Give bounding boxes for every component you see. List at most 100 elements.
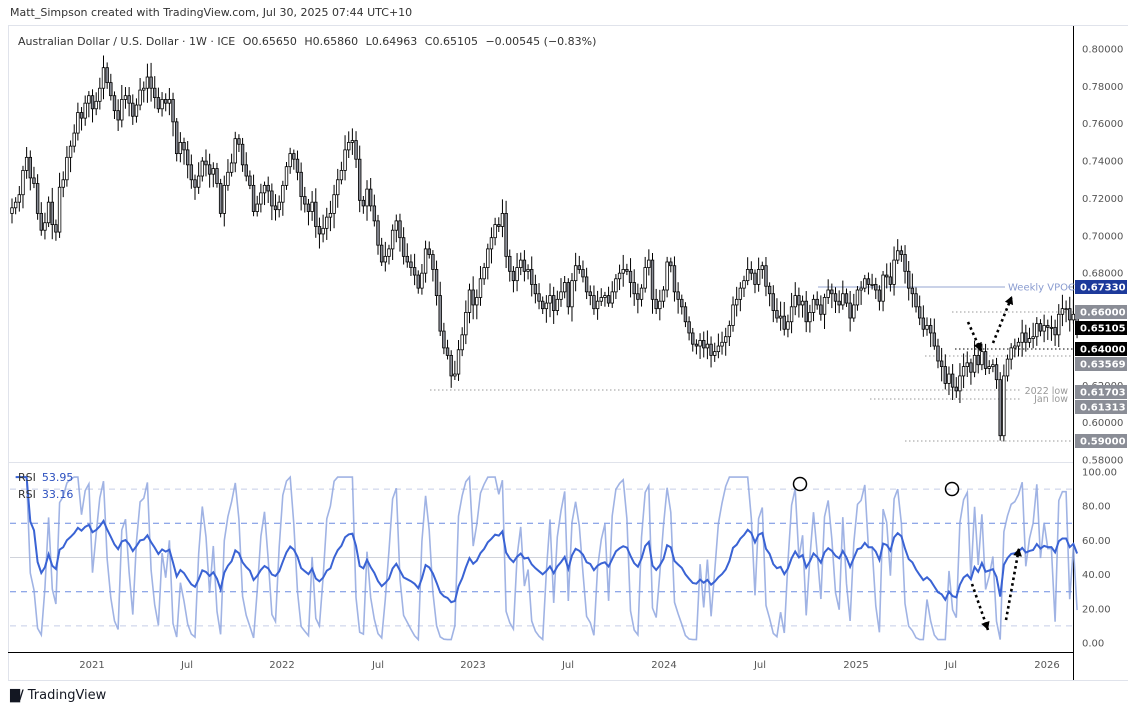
candle-up xyxy=(1020,332,1024,343)
price-tag-0.66000[interactable] xyxy=(1075,305,1127,319)
candle-up xyxy=(277,201,281,211)
candle-down xyxy=(830,289,834,295)
candle-up xyxy=(390,229,395,250)
rsi-value: 53.95 xyxy=(41,471,74,484)
candle-up xyxy=(336,179,340,196)
candle-down xyxy=(683,306,688,323)
price-tag-0.65105[interactable] xyxy=(1075,321,1127,335)
price-tick-label: 0.74000 xyxy=(1082,157,1123,168)
tradingview-footer: ▇∕ TradingView xyxy=(10,688,106,703)
price-tag-text: 0.67330 xyxy=(1080,283,1126,294)
candle-up xyxy=(519,259,523,268)
candle-down xyxy=(174,121,179,155)
ohlc-change: −0.00545 (−0.83%) xyxy=(485,35,597,48)
candle-down xyxy=(215,168,219,184)
candle-down xyxy=(357,158,362,201)
candle-down xyxy=(632,282,636,295)
candle-down xyxy=(193,179,197,188)
candle-up xyxy=(863,278,867,289)
candle-down xyxy=(650,259,655,300)
candle-down xyxy=(541,300,545,310)
time-tick-label: 2024 xyxy=(651,660,676,671)
candle-down xyxy=(837,300,841,306)
price-tag-0.67330[interactable] xyxy=(1075,280,1127,294)
candle-down xyxy=(625,269,629,272)
candle-up xyxy=(13,201,18,209)
rsi-legend-fast[interactable]: RSI 33.16 xyxy=(18,488,73,501)
candle-down xyxy=(185,149,190,166)
symbol-title[interactable]: Australian Dollar / U.S. Dollar · 1W · I… xyxy=(18,35,236,48)
price-tag-0.61703[interactable] xyxy=(1075,385,1127,399)
brand-name: TradingView xyxy=(27,688,107,703)
candle-up xyxy=(489,237,494,250)
candle-down xyxy=(844,293,849,304)
tradingview-logo-icon: ▇∕ xyxy=(10,688,24,703)
price-tag-text: 0.61313 xyxy=(1080,403,1126,414)
candle-down xyxy=(672,265,677,293)
candle-up xyxy=(134,104,139,117)
chart-credit: Matt_Simpson created with TradingView.co… xyxy=(10,6,413,19)
candle-down xyxy=(764,265,768,287)
candle-up xyxy=(800,300,805,306)
candle-up xyxy=(713,351,717,356)
candle-up xyxy=(138,89,142,106)
candle-down xyxy=(295,158,300,173)
overbought-circle-marker xyxy=(792,476,808,492)
price-tag-0.63569[interactable] xyxy=(1075,357,1127,371)
candle-down xyxy=(775,310,779,319)
candle-up xyxy=(211,168,215,175)
candle-up xyxy=(1002,375,1006,437)
candle-down xyxy=(691,332,695,345)
candle-down xyxy=(105,67,109,84)
rsi-tick-label: 80.00 xyxy=(1082,502,1111,513)
candle-down xyxy=(54,224,58,233)
time-tick-label: 2023 xyxy=(460,660,485,671)
candle-up xyxy=(328,212,333,218)
candle-up xyxy=(991,364,995,367)
candle-down xyxy=(1024,332,1028,343)
candle-down xyxy=(877,289,882,302)
candle-up xyxy=(745,269,750,282)
candle-down xyxy=(888,276,893,285)
candle-up xyxy=(555,298,560,311)
candle-up xyxy=(478,278,483,298)
candle-up xyxy=(343,149,347,171)
candle-down xyxy=(936,345,940,362)
candle-up xyxy=(57,186,62,233)
candle-down xyxy=(771,293,775,311)
price-tag-text: 0.61703 xyxy=(1080,388,1126,399)
candle-down xyxy=(592,295,596,310)
candle-up xyxy=(475,297,479,306)
candle-up xyxy=(46,201,51,224)
price-tag-0.64000[interactable] xyxy=(1075,342,1127,356)
candle-up xyxy=(621,269,625,274)
candle-down xyxy=(709,343,713,356)
symbol-legend: Australian Dollar / U.S. Dollar · 1W · I… xyxy=(18,35,600,48)
candle-down xyxy=(1038,323,1043,332)
candle-up xyxy=(10,207,14,214)
candle-up xyxy=(167,99,172,104)
candle-up xyxy=(972,354,977,373)
candle-up xyxy=(643,267,647,289)
price-tag-0.61313[interactable] xyxy=(1075,400,1127,414)
candle-down xyxy=(409,261,413,268)
candle-up xyxy=(610,291,614,304)
candle-up xyxy=(786,321,790,330)
candle-down xyxy=(581,269,585,278)
candle-down xyxy=(109,82,113,97)
candle-down xyxy=(112,95,117,112)
candle-up xyxy=(350,140,355,143)
candle-down xyxy=(50,201,54,226)
candle-up xyxy=(321,227,325,235)
candle-up xyxy=(1064,308,1068,311)
candle-up xyxy=(120,99,124,121)
rsi-legend-slow[interactable]: RSI 53.95 xyxy=(18,471,73,484)
time-tick-label: Jul xyxy=(180,660,193,671)
candle-up xyxy=(661,289,666,302)
candle-up xyxy=(1071,313,1076,321)
candle-up xyxy=(724,336,728,343)
candle-up xyxy=(284,166,289,186)
candle-down xyxy=(551,295,556,311)
price-tag-0.59000[interactable] xyxy=(1075,434,1127,448)
